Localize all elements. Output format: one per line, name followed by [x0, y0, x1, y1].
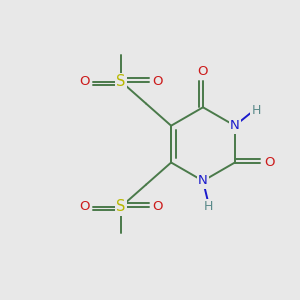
Text: O: O [79, 200, 89, 213]
Text: N: N [198, 174, 208, 188]
Text: S: S [116, 199, 126, 214]
Text: N: N [230, 119, 240, 132]
Text: H: H [204, 200, 214, 213]
Text: O: O [264, 156, 274, 169]
Text: O: O [153, 200, 163, 213]
Text: S: S [116, 74, 126, 89]
Text: O: O [79, 75, 89, 88]
Text: O: O [153, 75, 163, 88]
Text: O: O [198, 65, 208, 78]
Text: H: H [251, 104, 261, 117]
